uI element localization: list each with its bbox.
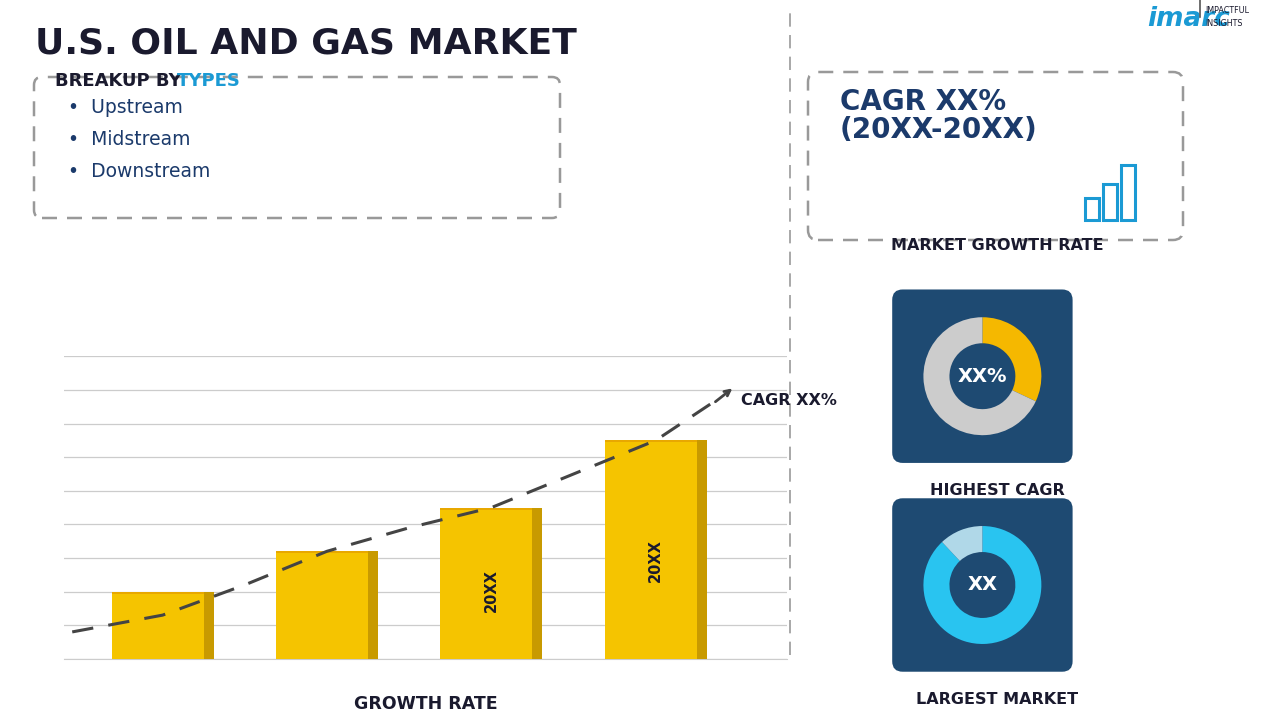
Text: MARKET GROWTH RATE: MARKET GROWTH RATE bbox=[891, 238, 1103, 253]
FancyBboxPatch shape bbox=[892, 289, 1073, 463]
Bar bbox=[604, 441, 707, 659]
Bar bbox=[604, 441, 696, 442]
Bar bbox=[532, 508, 543, 659]
Text: 20XX: 20XX bbox=[484, 570, 499, 612]
Bar bbox=[1121, 165, 1135, 220]
Bar bbox=[1103, 184, 1117, 220]
Text: TYPES: TYPES bbox=[177, 72, 241, 90]
Text: IMPACTFUL
INSIGHTS: IMPACTFUL INSIGHTS bbox=[1204, 6, 1249, 27]
Text: XX%: XX% bbox=[957, 366, 1007, 386]
Text: HIGHEST CAGR: HIGHEST CAGR bbox=[929, 483, 1065, 498]
Text: (20XX-20XX): (20XX-20XX) bbox=[840, 116, 1038, 144]
Bar bbox=[276, 552, 369, 553]
Wedge shape bbox=[923, 526, 1042, 644]
Bar bbox=[111, 592, 204, 593]
Bar bbox=[369, 552, 378, 659]
Text: U.S. OIL AND GAS MARKET: U.S. OIL AND GAS MARKET bbox=[35, 27, 577, 61]
Wedge shape bbox=[983, 318, 1042, 401]
FancyBboxPatch shape bbox=[35, 77, 561, 218]
Text: LARGEST MARKET: LARGEST MARKET bbox=[916, 692, 1078, 707]
Bar bbox=[1085, 198, 1100, 220]
Text: XX: XX bbox=[968, 575, 997, 595]
Text: BREAKUP BY: BREAKUP BY bbox=[55, 72, 188, 90]
FancyBboxPatch shape bbox=[808, 72, 1183, 240]
Bar bbox=[440, 508, 532, 510]
Wedge shape bbox=[942, 526, 983, 561]
Text: imarc: imarc bbox=[1147, 6, 1230, 32]
Text: GROWTH RATE: GROWTH RATE bbox=[353, 696, 498, 713]
Text: 20XX: 20XX bbox=[648, 539, 663, 582]
Bar bbox=[440, 508, 543, 659]
Bar bbox=[696, 441, 707, 659]
Wedge shape bbox=[923, 318, 1036, 435]
Text: CAGR XX%: CAGR XX% bbox=[840, 88, 1006, 116]
Text: •  Midstream: • Midstream bbox=[68, 130, 191, 149]
Bar bbox=[276, 552, 378, 659]
Bar bbox=[204, 592, 214, 659]
FancyBboxPatch shape bbox=[892, 498, 1073, 672]
Text: •  Upstream: • Upstream bbox=[68, 98, 183, 117]
Text: •  Downstream: • Downstream bbox=[68, 162, 210, 181]
Bar bbox=[111, 592, 214, 659]
Text: CAGR XX%: CAGR XX% bbox=[741, 392, 837, 408]
